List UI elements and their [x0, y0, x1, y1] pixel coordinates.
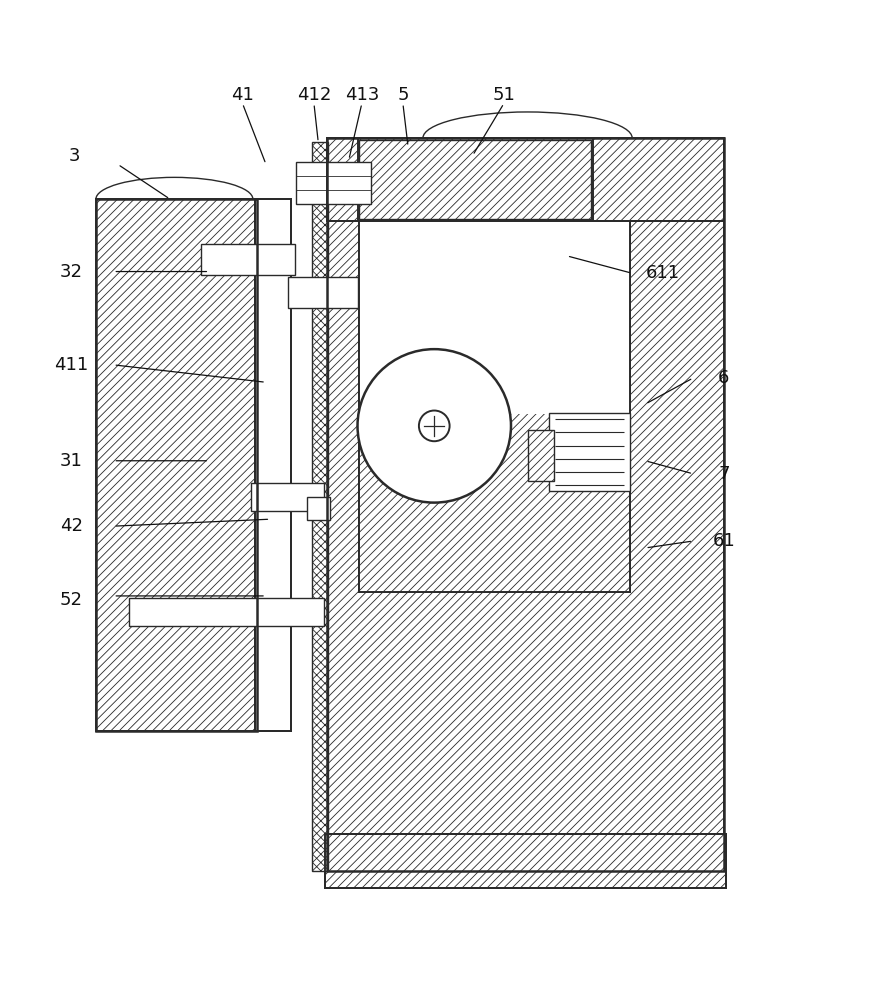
Text: 52: 52 — [60, 591, 83, 609]
Bar — [327, 138, 724, 871]
Text: 5: 5 — [397, 86, 409, 104]
Bar — [312, 142, 328, 871]
Bar — [359, 414, 630, 592]
Bar — [359, 221, 630, 592]
Text: 413: 413 — [344, 86, 379, 104]
Bar — [255, 199, 291, 731]
Bar — [325, 834, 726, 888]
Circle shape — [358, 349, 511, 503]
Text: 412: 412 — [296, 86, 331, 104]
Bar — [327, 138, 724, 221]
Bar — [325, 834, 726, 888]
Text: 611: 611 — [645, 264, 680, 282]
Bar — [307, 497, 330, 520]
Bar — [549, 413, 630, 491]
Bar — [359, 140, 591, 219]
Bar — [288, 277, 358, 308]
Circle shape — [419, 411, 450, 441]
Bar — [358, 138, 593, 221]
Bar — [358, 138, 593, 221]
Bar — [359, 140, 591, 219]
Bar — [325, 834, 726, 888]
Bar — [327, 138, 724, 871]
Bar — [96, 199, 257, 731]
Bar — [528, 430, 554, 481]
Bar — [359, 221, 630, 592]
Bar — [296, 162, 371, 204]
Bar — [359, 221, 630, 414]
Text: 61: 61 — [712, 532, 735, 550]
Text: 3: 3 — [68, 147, 80, 165]
Bar — [312, 142, 328, 871]
Text: 51: 51 — [493, 86, 515, 104]
Bar — [255, 199, 291, 731]
Bar — [528, 430, 554, 481]
Bar — [96, 199, 257, 731]
Text: 41: 41 — [231, 86, 254, 104]
Bar — [359, 140, 591, 219]
Bar — [327, 138, 724, 221]
Bar — [359, 414, 630, 592]
Bar — [201, 244, 295, 275]
Bar — [255, 199, 291, 731]
Text: 411: 411 — [54, 356, 89, 374]
Text: 42: 42 — [60, 517, 83, 535]
Bar — [96, 199, 257, 731]
Text: 32: 32 — [60, 263, 83, 281]
Bar — [129, 598, 324, 626]
Text: 6: 6 — [718, 369, 730, 387]
Bar — [251, 483, 324, 511]
Bar — [327, 138, 724, 871]
Bar — [327, 138, 724, 221]
Text: 7: 7 — [718, 465, 730, 483]
Text: 31: 31 — [60, 452, 83, 470]
